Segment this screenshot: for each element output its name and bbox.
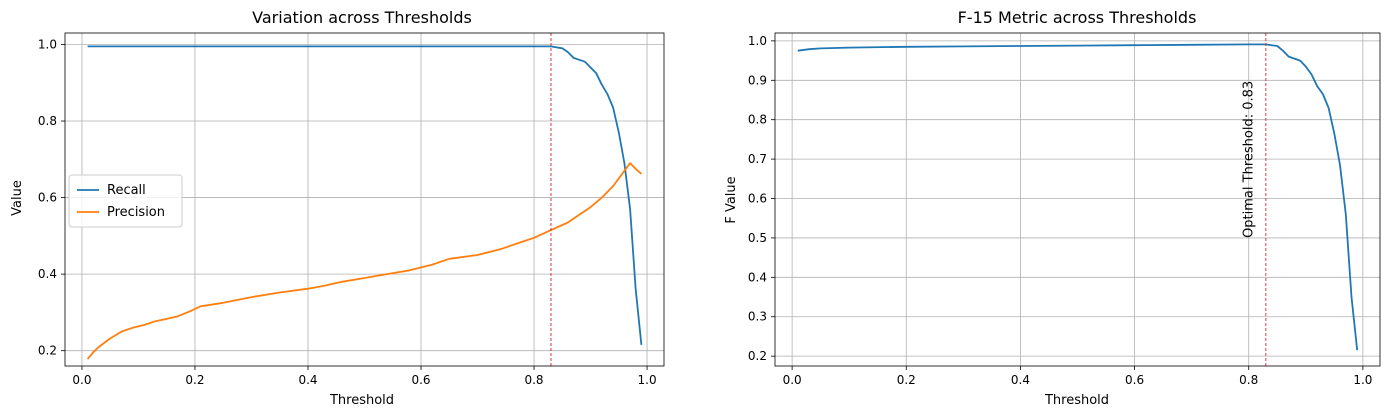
right-chart-y-tick-label: 0.9 (748, 73, 767, 87)
right-chart-y-tick-label: 1.0 (748, 34, 767, 48)
right-chart-y-tick-label: 0.8 (748, 113, 767, 127)
right-chart-y-tick-label: 0.4 (748, 270, 767, 284)
left-chart-y-tick-label: 0.2 (38, 344, 57, 358)
left-chart-title: Variation across Thresholds (252, 8, 472, 27)
left-chart-x-tick-label: 0.8 (524, 373, 543, 387)
right-chart-x-tick-label: 0.0 (783, 373, 802, 387)
right-chart-f-value-line (797, 43, 1359, 351)
right-chart-x-tick-label: 1.0 (1353, 373, 1372, 387)
left-chart-x-tick-label: 0.4 (298, 373, 317, 387)
right-chart-title: F-15 Metric across Thresholds (958, 8, 1197, 27)
left-chart-x-tick-label: 0.2 (185, 373, 204, 387)
right-chart-xlabel: Threshold (1044, 393, 1109, 408)
left-chart: Variation across Thresholds Threshold Va… (10, 8, 665, 408)
left-chart-xlabel: Threshold (329, 393, 394, 408)
left-chart-x-tick-label: 0.0 (72, 373, 91, 387)
left-chart-y-tick-label: 0.8 (38, 114, 57, 128)
left-chart-ylabel: Value (10, 180, 25, 216)
right-chart-x-tick-label: 0.2 (897, 373, 916, 387)
left-chart-precision-line (86, 162, 642, 360)
left-chart-y-tick-label: 0.4 (38, 267, 57, 281)
left-chart-x-tick-label: 1.0 (638, 373, 657, 387)
right-chart-y-tick-label: 0.6 (748, 192, 767, 206)
left-chart-legend-label-recall: Recall (107, 183, 146, 198)
right-chart-y-tick-label: 0.2 (748, 349, 767, 363)
right-chart-y-tick-label: 0.5 (748, 231, 767, 245)
right-chart-ylabel: F Value (724, 176, 739, 223)
left-chart-y-tick-label: 1.0 (38, 37, 57, 51)
right-chart-x-tick-label: 0.6 (1125, 373, 1144, 387)
right-chart-y-tick-label: 0.7 (748, 152, 767, 166)
right-chart-threshold-annotation: Optimal Threshold: 0.83 (1242, 81, 1257, 238)
right-chart-x-tick-label: 0.4 (1011, 373, 1030, 387)
left-chart-axes-frame (64, 32, 665, 367)
right-chart-y-tick-label: 0.3 (748, 310, 767, 324)
right-chart-axes-frame (774, 32, 1381, 367)
left-chart-legend (68, 174, 183, 228)
left-chart-x-tick-label: 0.6 (411, 373, 430, 387)
left-chart-recall-line (87, 45, 643, 345)
left-chart-y-tick-label: 0.6 (38, 191, 57, 205)
left-chart-legend-label-precision: Precision (107, 205, 165, 220)
right-chart-x-tick-label: 0.8 (1239, 373, 1258, 387)
right-chart: F-15 Metric across Thresholds Threshold … (724, 8, 1381, 408)
